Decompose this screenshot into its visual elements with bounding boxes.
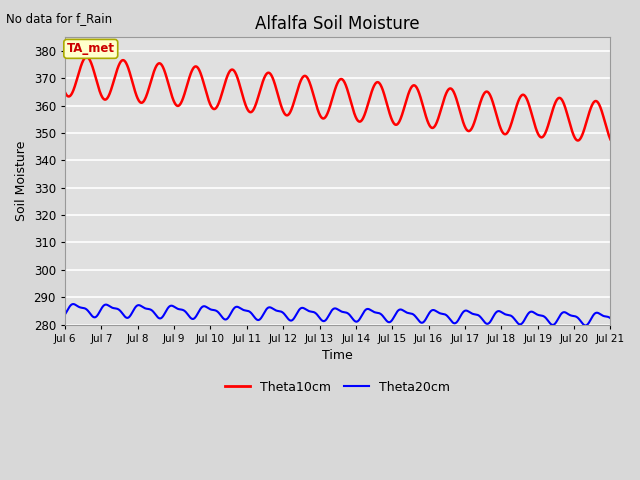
Y-axis label: Soil Moisture: Soil Moisture xyxy=(15,141,28,221)
Text: No data for f_Rain: No data for f_Rain xyxy=(6,12,113,25)
Legend: Theta10cm, Theta20cm: Theta10cm, Theta20cm xyxy=(220,376,455,399)
Title: Alfalfa Soil Moisture: Alfalfa Soil Moisture xyxy=(255,15,420,33)
Text: TA_met: TA_met xyxy=(67,42,115,55)
X-axis label: Time: Time xyxy=(323,349,353,362)
